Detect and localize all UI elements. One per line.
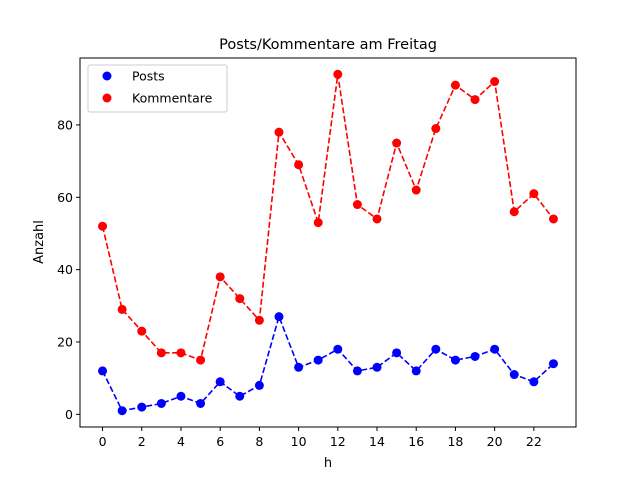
series-layer xyxy=(98,69,558,416)
plot-frame xyxy=(79,57,577,428)
x-tick-label: 0 xyxy=(99,434,107,449)
legend-box xyxy=(87,64,228,113)
x-tick-label: 8 xyxy=(255,434,263,449)
x-tick-label: 20 xyxy=(487,434,503,449)
x-axis: 0 2 4 6 8 10 12 14 16 18 20 22 xyxy=(99,427,542,449)
data-point-kommentare xyxy=(274,127,284,137)
data-point-posts xyxy=(215,377,225,387)
x-tick-label: 22 xyxy=(526,434,542,449)
y-axis-label: Anzahl xyxy=(32,220,47,264)
data-point-posts xyxy=(156,398,166,408)
data-point-posts xyxy=(509,370,519,380)
x-tick-label: 6 xyxy=(216,434,224,449)
data-point-kommentare xyxy=(215,272,225,282)
data-point-kommentare xyxy=(392,138,402,148)
legend: Posts Kommentare xyxy=(87,64,228,113)
x-axis-label: h xyxy=(324,456,332,471)
data-point-kommentare xyxy=(235,294,245,304)
legend-label-posts: Posts xyxy=(132,69,165,84)
chart-title: Posts/Kommentare am Freitag xyxy=(219,37,437,53)
data-point-kommentare xyxy=(333,69,343,79)
data-point-posts xyxy=(490,344,500,354)
data-point-kommentare xyxy=(98,221,108,231)
data-point-posts xyxy=(274,312,284,322)
data-point-kommentare xyxy=(509,207,519,217)
data-point-kommentare xyxy=(352,200,362,210)
x-tick-label: 16 xyxy=(408,434,424,449)
data-point-posts xyxy=(137,402,147,412)
y-tick-label: 40 xyxy=(57,262,73,277)
data-point-posts xyxy=(352,366,362,376)
legend-label-kommentare: Kommentare xyxy=(132,91,213,106)
data-point-kommentare xyxy=(196,355,206,365)
data-point-kommentare xyxy=(450,80,460,90)
data-point-posts xyxy=(313,355,323,365)
data-point-kommentare xyxy=(313,218,323,228)
y-axis: 0 20 40 60 80 xyxy=(57,117,80,422)
data-point-posts xyxy=(196,398,206,408)
data-point-posts xyxy=(450,355,460,365)
y-tick-label: 0 xyxy=(65,407,73,422)
data-point-posts xyxy=(392,348,402,358)
y-tick-label: 20 xyxy=(57,334,73,349)
data-point-posts xyxy=(529,377,539,387)
data-point-kommentare xyxy=(529,189,539,199)
data-point-kommentare xyxy=(411,185,421,195)
data-point-kommentare xyxy=(431,124,441,134)
y-tick-label: 60 xyxy=(57,190,73,205)
x-tick-label: 4 xyxy=(177,434,185,449)
data-point-kommentare xyxy=(137,326,147,336)
data-point-kommentare xyxy=(117,304,127,314)
data-point-posts xyxy=(254,380,264,390)
data-point-posts xyxy=(294,362,304,372)
legend-marker-kommentare xyxy=(102,93,112,103)
data-point-kommentare xyxy=(490,77,500,87)
x-tick-label: 2 xyxy=(138,434,146,449)
data-point-posts xyxy=(548,359,558,369)
data-point-kommentare xyxy=(156,348,166,358)
data-point-posts xyxy=(117,406,127,416)
legend-marker-posts xyxy=(102,71,112,81)
x-tick-label: 14 xyxy=(369,434,385,449)
data-point-kommentare xyxy=(294,160,304,170)
data-point-posts xyxy=(431,344,441,354)
y-tick-label: 80 xyxy=(57,117,73,132)
x-tick-label: 18 xyxy=(447,434,463,449)
data-point-posts xyxy=(98,366,108,376)
data-point-posts xyxy=(333,344,343,354)
data-point-kommentare xyxy=(548,214,558,224)
data-point-kommentare xyxy=(176,348,186,358)
x-tick-label: 12 xyxy=(330,434,346,449)
data-point-posts xyxy=(235,391,245,401)
data-point-kommentare xyxy=(372,214,382,224)
data-point-posts xyxy=(411,366,421,376)
data-point-posts xyxy=(176,391,186,401)
data-point-kommentare xyxy=(254,315,264,325)
x-tick-label: 10 xyxy=(291,434,307,449)
data-point-kommentare xyxy=(470,95,480,105)
data-point-posts xyxy=(470,351,480,361)
data-point-posts xyxy=(372,362,382,372)
